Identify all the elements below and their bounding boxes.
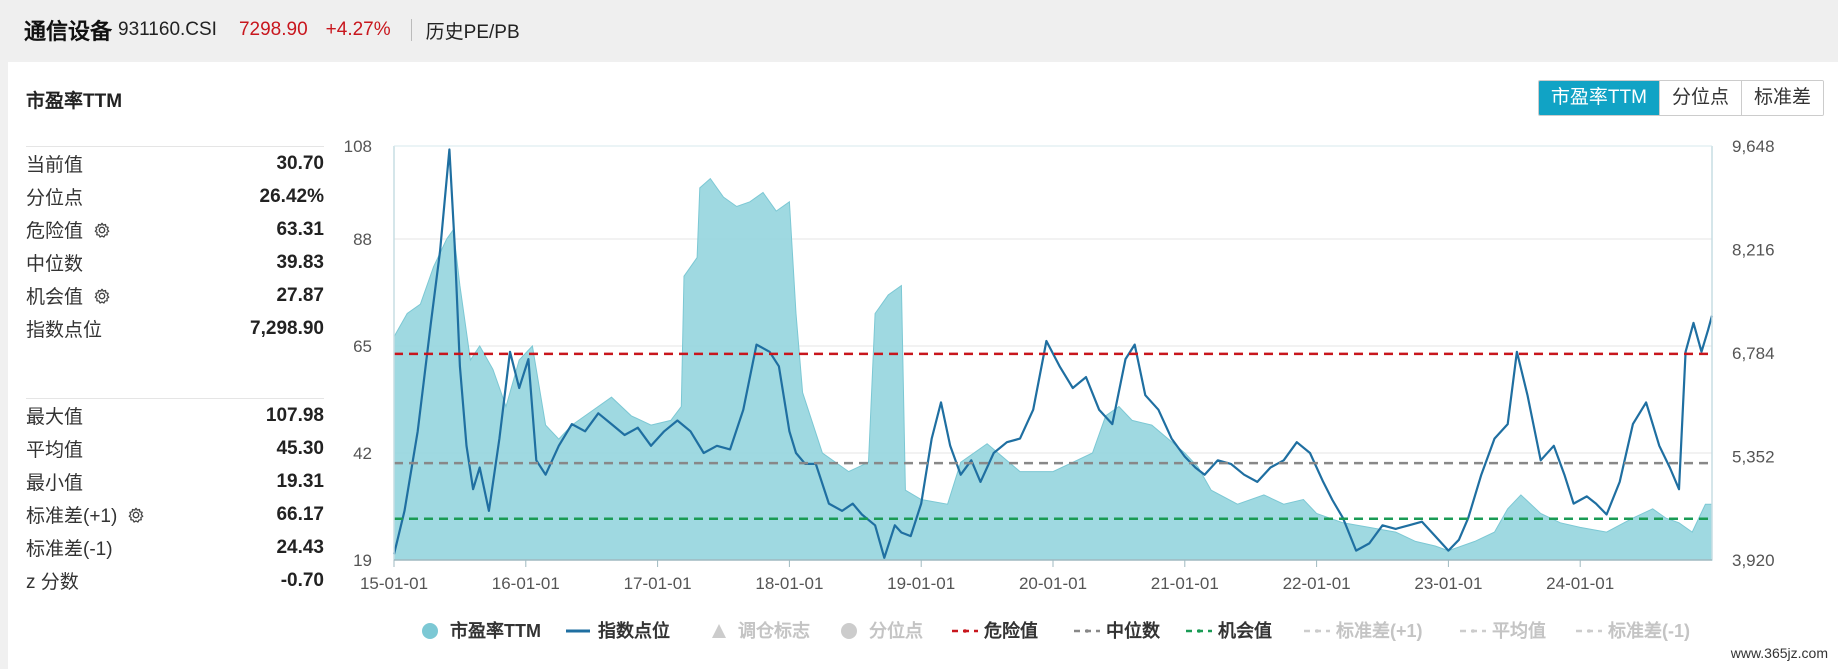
stat-row: 最大值 107.98 xyxy=(26,399,324,432)
stat-label-text: 中位数 xyxy=(26,254,84,275)
stat-label-text: 标准差(+1) xyxy=(26,506,118,527)
stat-label: 分位点 xyxy=(26,183,83,210)
stat-label-text: 指数点位 xyxy=(26,320,103,341)
top-bar: 通信设备 931160.CSI 7298.90 +4.27% 历史PE/PB xyxy=(0,0,1838,60)
stat-row: 最小值 19.31 xyxy=(26,465,324,498)
stat-value: 45.30 xyxy=(276,437,324,459)
stat-label: 机会值 xyxy=(26,282,111,309)
stat-row: 标准差(-1) 24.43 xyxy=(26,531,324,564)
tab-std-dev[interactable]: 标准差 xyxy=(1740,81,1823,115)
panel-title: 市盈率TTM xyxy=(26,91,123,112)
stat-row: 当前值 30.70 xyxy=(26,147,324,180)
stat-row: 中位数 39.83 xyxy=(26,246,324,279)
stat-value: 24.43 xyxy=(276,536,324,558)
stat-row: 分位点 26.42% xyxy=(26,180,324,213)
stat-label: 中位数 xyxy=(26,249,83,276)
tab-pe-ttm[interactable]: 市盈率TTM xyxy=(1538,81,1659,115)
stat-label-text: 最大值 xyxy=(26,407,84,428)
stat-label-text: 平均值 xyxy=(26,440,84,461)
stat-label-text: 危险值 xyxy=(26,221,84,242)
stat-label: 最小值 xyxy=(26,468,83,495)
stat-row: 标准差(+1) 66.17 xyxy=(26,498,324,531)
stat-value: 39.83 xyxy=(276,251,324,273)
stat-value: 7,298.90 xyxy=(250,317,324,339)
stat-label-text: 分位点 xyxy=(26,188,84,209)
stat-label-text: z 分数 xyxy=(26,572,79,593)
index-name: 通信设备 xyxy=(24,19,113,44)
stat-value: 63.31 xyxy=(276,218,324,240)
index-code: 931160.CSI xyxy=(118,19,217,40)
stat-label-text: 当前值 xyxy=(26,155,84,176)
stat-value: 19.31 xyxy=(276,470,324,492)
stat-label-text: 最小值 xyxy=(26,473,84,494)
stats-top: 当前值 30.70 分位点 26.42% 危险值 63.31 中位数 39.83 机会值 27.8… xyxy=(26,146,324,345)
stat-value: 66.17 xyxy=(276,503,324,525)
stat-label: 当前值 xyxy=(26,150,83,177)
stat-label-text: 标准差(-1) xyxy=(26,539,113,560)
stat-label: 危险值 xyxy=(26,216,111,243)
settings-gear-icon[interactable] xyxy=(93,287,111,305)
stat-label-text: 机会值 xyxy=(26,287,84,308)
stat-value: -0.70 xyxy=(280,569,324,591)
stat-label: 标准差(-1) xyxy=(26,534,113,561)
stat-row: 危险值 63.31 xyxy=(26,213,324,246)
stat-label: 指数点位 xyxy=(26,315,102,342)
stat-row: 平均值 45.30 xyxy=(26,432,324,465)
stats-bottom: 最大值 107.98 平均值 45.30 最小值 19.31 标准差(+1) 66.17 标准差… xyxy=(26,398,324,597)
stat-label: 标准差(+1) xyxy=(26,501,145,528)
stat-value: 27.87 xyxy=(276,284,324,306)
watermark: www.365jz.com xyxy=(1730,645,1828,661)
index-price: 7298.90 xyxy=(238,19,308,40)
header-divider xyxy=(410,19,412,41)
stat-value: 30.70 xyxy=(276,152,324,174)
history-pe-pb-link[interactable]: 历史PE/PB xyxy=(425,21,520,43)
stat-row: 机会值 27.87 xyxy=(26,279,324,312)
stat-value: 26.42% xyxy=(259,185,324,207)
index-change: +4.27% xyxy=(325,19,391,40)
tab-percentile[interactable]: 分位点 xyxy=(1658,81,1741,115)
settings-gear-icon[interactable] xyxy=(93,221,111,239)
stat-value: 107.98 xyxy=(265,404,324,426)
settings-gear-icon[interactable] xyxy=(127,506,145,524)
stat-row: z 分数 -0.70 xyxy=(26,564,324,597)
stat-label: 平均值 xyxy=(26,435,83,462)
stat-row: 指数点位 7,298.90 xyxy=(26,312,324,345)
stat-label: z 分数 xyxy=(26,567,79,594)
metric-tabs: 市盈率TTM 分位点 标准差 xyxy=(1537,80,1824,116)
stat-label: 最大值 xyxy=(26,402,83,429)
